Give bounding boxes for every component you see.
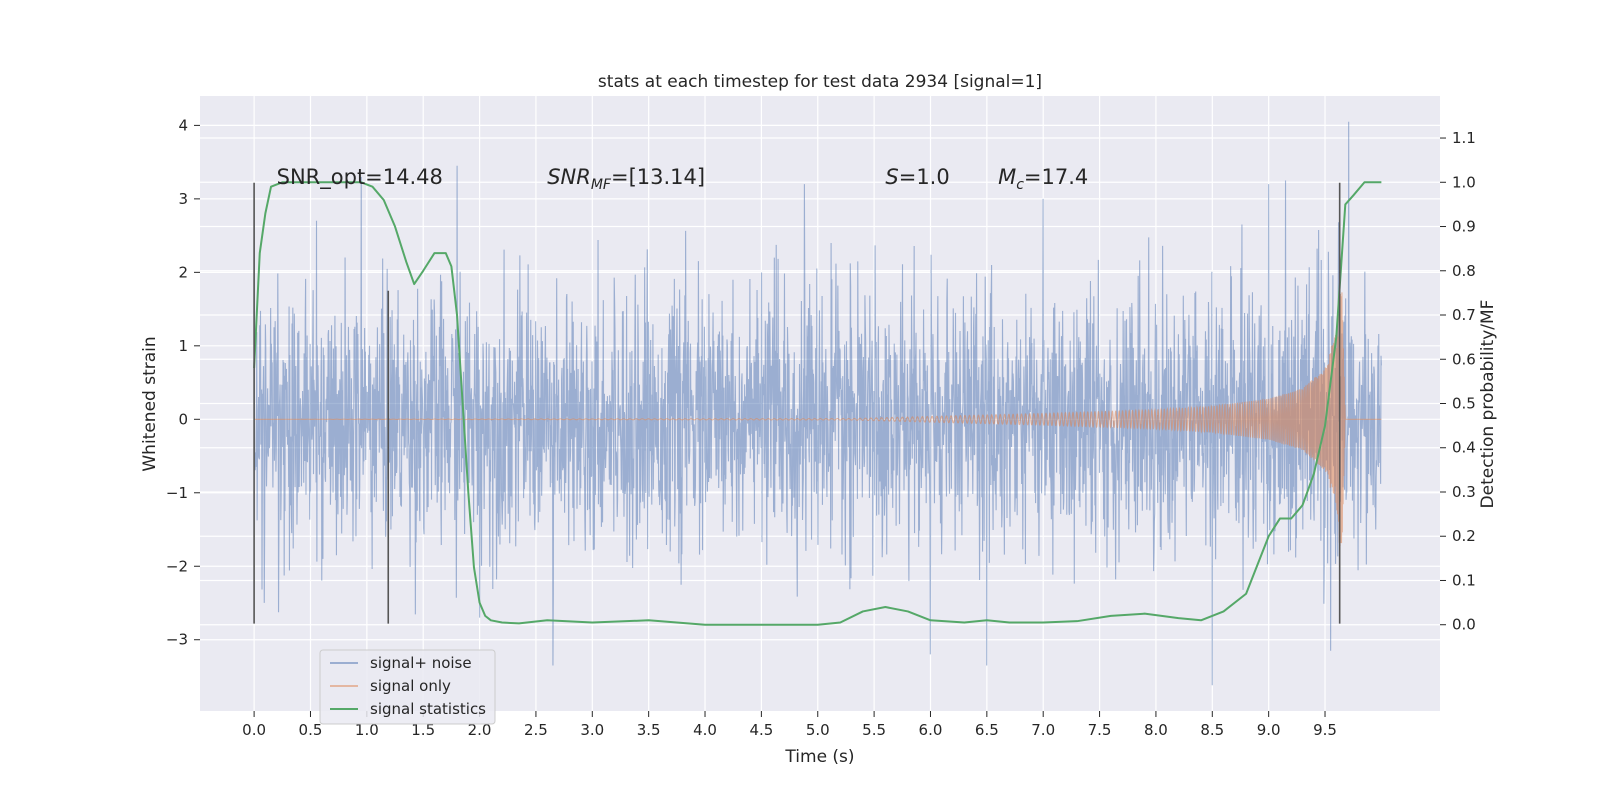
y2-tick-label: 0.6 xyxy=(1452,350,1476,368)
x-tick-label: 8.5 xyxy=(1200,721,1224,739)
y-axis-left: −3 −2 −1 0 1 2 3 4 xyxy=(166,116,200,649)
y-axis-right: 0.0 0.1 0.2 0.3 0.4 0.5 0.6 0.7 0.8 0.9 1.0 1.1 xyxy=(1440,129,1476,634)
annotation-suffix: =1.0 xyxy=(899,165,950,189)
annotation-subscript: MF xyxy=(591,177,612,193)
x-tick-label: 7.0 xyxy=(1031,721,1055,739)
x-tick-label: 0.0 xyxy=(242,721,266,739)
x-tick-label: 8.0 xyxy=(1144,721,1168,739)
x-tick-label: 0.5 xyxy=(299,721,323,739)
y2-axis-label: Detection probability/MF xyxy=(1478,300,1498,509)
legend-label-signal-noise: signal+ noise xyxy=(370,654,472,672)
annotation-suffix: =17.4 xyxy=(1024,165,1088,189)
x-tick-label: 1.5 xyxy=(411,721,435,739)
annotations: SNR_opt=14.48 SNRMF=[13.14] S=1.0 Mc=17.4 xyxy=(277,165,1089,193)
y2-tick-label: 1.1 xyxy=(1452,129,1476,147)
series-signal-noise xyxy=(253,121,1382,686)
y-tick-label: 4 xyxy=(178,116,188,134)
annotation-2: S=1.0 xyxy=(885,165,949,189)
x-tick-label: 5.0 xyxy=(806,721,830,739)
legend: signal+ noise signal only signal statist… xyxy=(319,649,496,725)
x-tick-label: 5.5 xyxy=(862,721,886,739)
y2-tick-label: 0.3 xyxy=(1452,483,1476,501)
y2-tick-label: 1.0 xyxy=(1452,173,1476,191)
y2-tick-label: 0.8 xyxy=(1452,262,1476,280)
legend-label-signal-statistics: signal statistics xyxy=(370,700,486,718)
x-tick-label: 9.5 xyxy=(1313,721,1337,739)
y2-tick-label: 0.5 xyxy=(1452,395,1476,413)
y-tick-label: −1 xyxy=(166,484,188,502)
y-axis-label: Whitened strain xyxy=(140,336,160,471)
x-tick-label: 4.5 xyxy=(749,721,773,739)
y-tick-label: −3 xyxy=(166,631,188,649)
series-signal-statistics xyxy=(253,181,1382,626)
x-tick-label: 1.0 xyxy=(355,721,379,739)
annotation-main: SNR_opt=14.48 xyxy=(277,165,443,190)
annotation-3: Mc=17.4 xyxy=(998,165,1088,193)
annotation-main: M xyxy=(998,165,1016,189)
y2-tick-label: 0.9 xyxy=(1452,218,1476,236)
y-tick-label: −2 xyxy=(166,557,188,575)
legend-box xyxy=(319,649,496,725)
x-tick-label: 3.0 xyxy=(580,721,604,739)
series-signal-only xyxy=(254,292,1382,546)
chart-title: stats at each timestep for test data 293… xyxy=(598,72,1042,92)
annotation-suffix: =[13.14] xyxy=(611,165,705,189)
y2-tick-label: 0.0 xyxy=(1452,616,1476,634)
x-tick-label: 7.5 xyxy=(1088,721,1112,739)
y-tick-label: 2 xyxy=(178,263,188,281)
annotation-0: SNR_opt=14.48 xyxy=(277,165,443,190)
x-tick-label: 2.0 xyxy=(468,721,492,739)
y2-tick-label: 0.2 xyxy=(1452,527,1476,545)
x-axis-label: Time (s) xyxy=(784,747,854,767)
annotation-subscript: c xyxy=(1016,177,1024,193)
annotation-1: SNRMF=[13.14] xyxy=(547,165,705,193)
x-tick-label: 6.5 xyxy=(975,721,999,739)
x-tick-label: 4.0 xyxy=(693,721,717,739)
y-tick-label: 0 xyxy=(178,410,188,428)
x-tick-label: 6.0 xyxy=(919,721,943,739)
y2-tick-label: 0.7 xyxy=(1452,306,1476,324)
x-tick-label: 9.0 xyxy=(1257,721,1281,739)
y2-tick-label: 0.4 xyxy=(1452,439,1476,457)
annotation-main: SNR xyxy=(547,165,591,189)
x-tick-label: 3.5 xyxy=(637,721,661,739)
x-axis: 0.0 0.5 1.0 1.5 2.0 2.5 3.0 3.5 4.0 4.5 5.0 5.5 6.0 6… xyxy=(242,711,1337,739)
y2-tick-label: 0.1 xyxy=(1452,571,1476,589)
data-layer xyxy=(253,121,1382,686)
y-tick-label: 3 xyxy=(178,190,188,208)
x-tick-label: 2.5 xyxy=(524,721,548,739)
annotation-main: S xyxy=(885,165,898,189)
legend-label-signal-only: signal only xyxy=(370,677,451,695)
vertical-markers xyxy=(253,182,1341,624)
y-tick-label: 1 xyxy=(178,337,188,355)
